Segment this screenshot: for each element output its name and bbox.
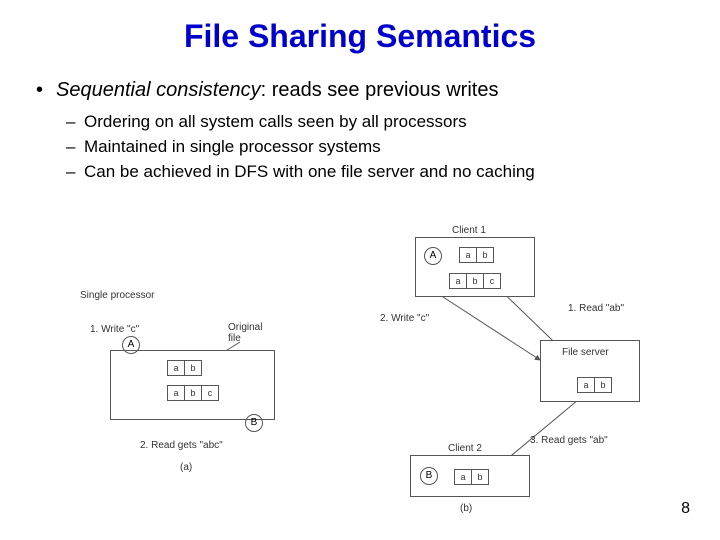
label-b-caption: (b) bbox=[460, 503, 472, 514]
label-single-processor: Single processor bbox=[80, 290, 154, 301]
label-client2: Client 2 bbox=[448, 443, 482, 454]
label-read-ab-2: 3. Read gets "ab" bbox=[530, 435, 608, 446]
sub-bullet-ordering: Ordering on all system calls seen by all… bbox=[62, 111, 692, 134]
sub-bullet-single-processor: Maintained in single processor systems bbox=[62, 136, 692, 159]
client1-row-ab: a b bbox=[460, 247, 494, 263]
bullet-sequential-consistency: Sequential consistency: reads see previo… bbox=[32, 77, 692, 103]
label-a-caption: (a) bbox=[180, 462, 192, 473]
node-B: B bbox=[245, 414, 263, 432]
client2-node-B: B bbox=[420, 467, 438, 485]
server-row-ab: a b bbox=[578, 377, 612, 393]
sub-bullet-dfs: Can be achieved in DFS with one file ser… bbox=[62, 161, 692, 184]
diagram-a: Single processor 1. Write "c" Original f… bbox=[80, 270, 310, 490]
label-read-abc: 2. Read gets "abc" bbox=[140, 440, 223, 451]
label-read-ab: 1. Read "ab" bbox=[568, 303, 624, 314]
client2-row-ab: a b bbox=[455, 469, 489, 485]
label-original-file: Original file bbox=[228, 322, 262, 344]
slide-title: File Sharing Semantics bbox=[28, 18, 692, 55]
client1-row-abc: a b c bbox=[450, 273, 501, 289]
label-write-c-b: 2. Write "c" bbox=[380, 313, 429, 324]
file-row-ab: a b bbox=[168, 360, 202, 376]
client1-node-A: A bbox=[424, 247, 442, 265]
diagram-b: Client 1 A a b a b c 2. Write "c" 1. Rea… bbox=[360, 225, 660, 525]
node-A: A bbox=[122, 336, 140, 354]
page-number: 8 bbox=[681, 500, 690, 518]
label-client1: Client 1 bbox=[452, 225, 486, 236]
label-write-c: 1. Write "c" bbox=[90, 324, 139, 335]
file-row-abc: a b c bbox=[168, 385, 219, 401]
label-file-server: File server bbox=[562, 347, 609, 358]
